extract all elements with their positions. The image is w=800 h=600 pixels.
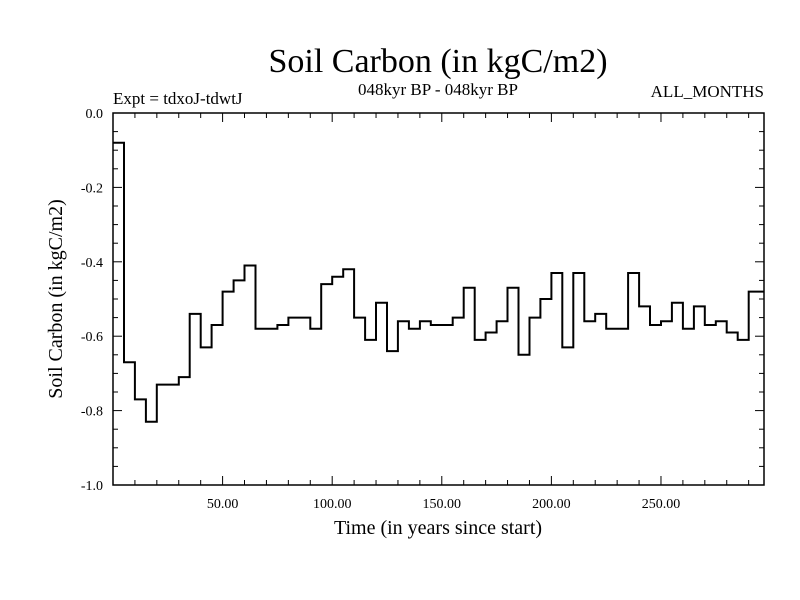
y-tick-label: -0.8 <box>81 405 103 420</box>
y-tick-label: -0.4 <box>81 256 103 271</box>
subtitle-months: ALL_MONTHS <box>651 82 764 101</box>
series-line <box>113 141 764 423</box>
y-tick-label: 0.0 <box>86 107 104 122</box>
y-tick-label: -0.6 <box>81 330 103 345</box>
y-tick-label: -1.0 <box>81 479 103 494</box>
y-axis-label: Soil Carbon (in kgC/m2) <box>45 199 67 398</box>
axis-ticks <box>113 113 764 485</box>
y-tick-labels: 0.0 -0.2 -0.4 -0.6 -0.8 -1.0 <box>81 107 103 494</box>
subtitle-experiment: Expt = tdxoJ-tdwtJ <box>113 89 243 108</box>
x-axis-label: Time (in years since start) <box>334 517 542 539</box>
x-tick-label: 250.00 <box>642 497 681 512</box>
plot-frame <box>112 112 765 486</box>
x-tick-label: 150.00 <box>423 497 462 512</box>
x-tick-label: 200.00 <box>532 497 571 512</box>
y-tick-label: -0.2 <box>81 181 103 196</box>
chart-title: Soil Carbon (in kgC/m2) <box>268 43 607 80</box>
subtitle-period: 048kyr BP - 048kyr BP <box>358 80 518 99</box>
x-tick-label: 50.00 <box>207 497 239 512</box>
x-tick-labels: 50.00 100.00 150.00 200.00 250.00 <box>207 497 680 512</box>
x-tick-label: 100.00 <box>313 497 352 512</box>
